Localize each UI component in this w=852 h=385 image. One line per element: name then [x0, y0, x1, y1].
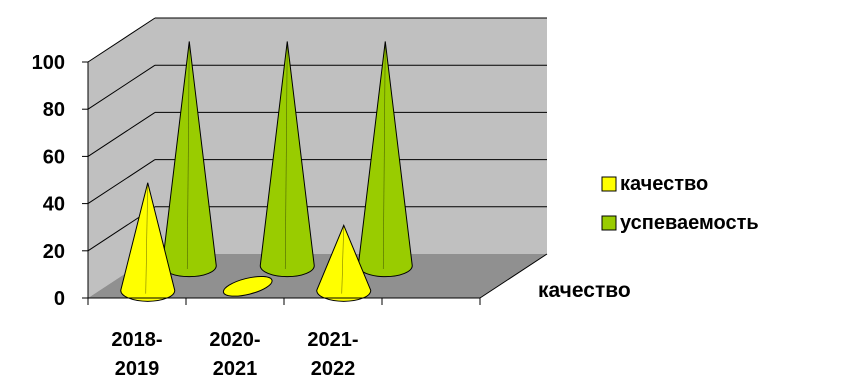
x-tick-label: 2022	[311, 358, 356, 380]
y-tick-label: 40	[43, 194, 65, 216]
legend-label: успеваемость	[620, 212, 759, 234]
legend-label: качество	[620, 173, 708, 195]
y-tick-label: 80	[43, 99, 65, 121]
back-wall	[155, 18, 547, 254]
x-tick-label: 2020-	[209, 329, 260, 351]
x-tick-label: 2021-	[307, 329, 358, 351]
legend-swatch	[602, 216, 616, 230]
depth-axis-label: качество	[538, 279, 631, 302]
y-tick-label: 60	[43, 146, 65, 168]
x-tick-label: 2019	[115, 358, 160, 380]
x-tick-label: 2021	[213, 358, 258, 380]
legend-swatch	[602, 177, 616, 191]
y-tick-label: 0	[54, 288, 65, 310]
y-tick-label: 100	[32, 52, 65, 74]
legend: качество успеваемость	[602, 173, 759, 234]
x-tick-label: 2018-	[111, 329, 162, 351]
y-tick-label: 20	[43, 241, 65, 263]
